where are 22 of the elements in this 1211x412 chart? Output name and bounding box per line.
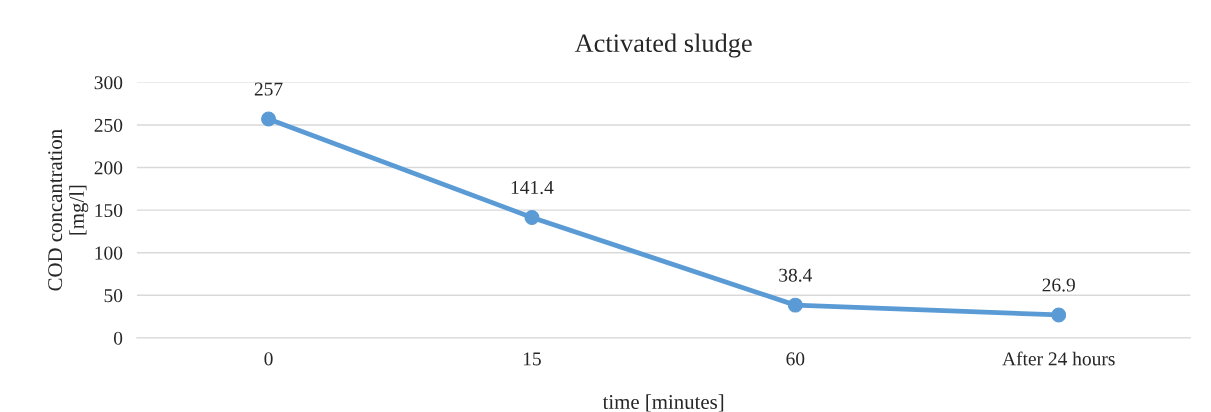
x-tick-label: 60	[786, 352, 805, 366]
y-tick-label: 300	[94, 76, 123, 90]
x-tick-label: After 24 hours	[1002, 351, 1115, 366]
x-axis-title: time [minutes]	[602, 394, 724, 412]
y-tick-label: 100	[95, 246, 123, 260]
data-label: 257	[254, 82, 283, 96]
data-label: 141.4	[511, 181, 554, 195]
chart-title: Activated sludge	[574, 33, 752, 58]
x-tick-label: 0	[264, 352, 273, 366]
x-tick-label: 15	[523, 352, 541, 366]
point	[524, 209, 540, 225]
point	[787, 297, 803, 313]
point	[1051, 307, 1067, 323]
y-axis-title: COD concantration [mg/l]	[48, 129, 89, 291]
y-tick-label: 0	[113, 331, 123, 345]
point	[261, 111, 276, 127]
y-tick-label: 50	[104, 289, 123, 303]
y-tick-label: 250	[94, 118, 123, 132]
data-label: 26.9	[1042, 278, 1075, 292]
data-label: 38.4	[779, 268, 813, 282]
y-tick-label: 150	[95, 203, 123, 218]
y-tick-label: 200	[94, 161, 123, 175]
